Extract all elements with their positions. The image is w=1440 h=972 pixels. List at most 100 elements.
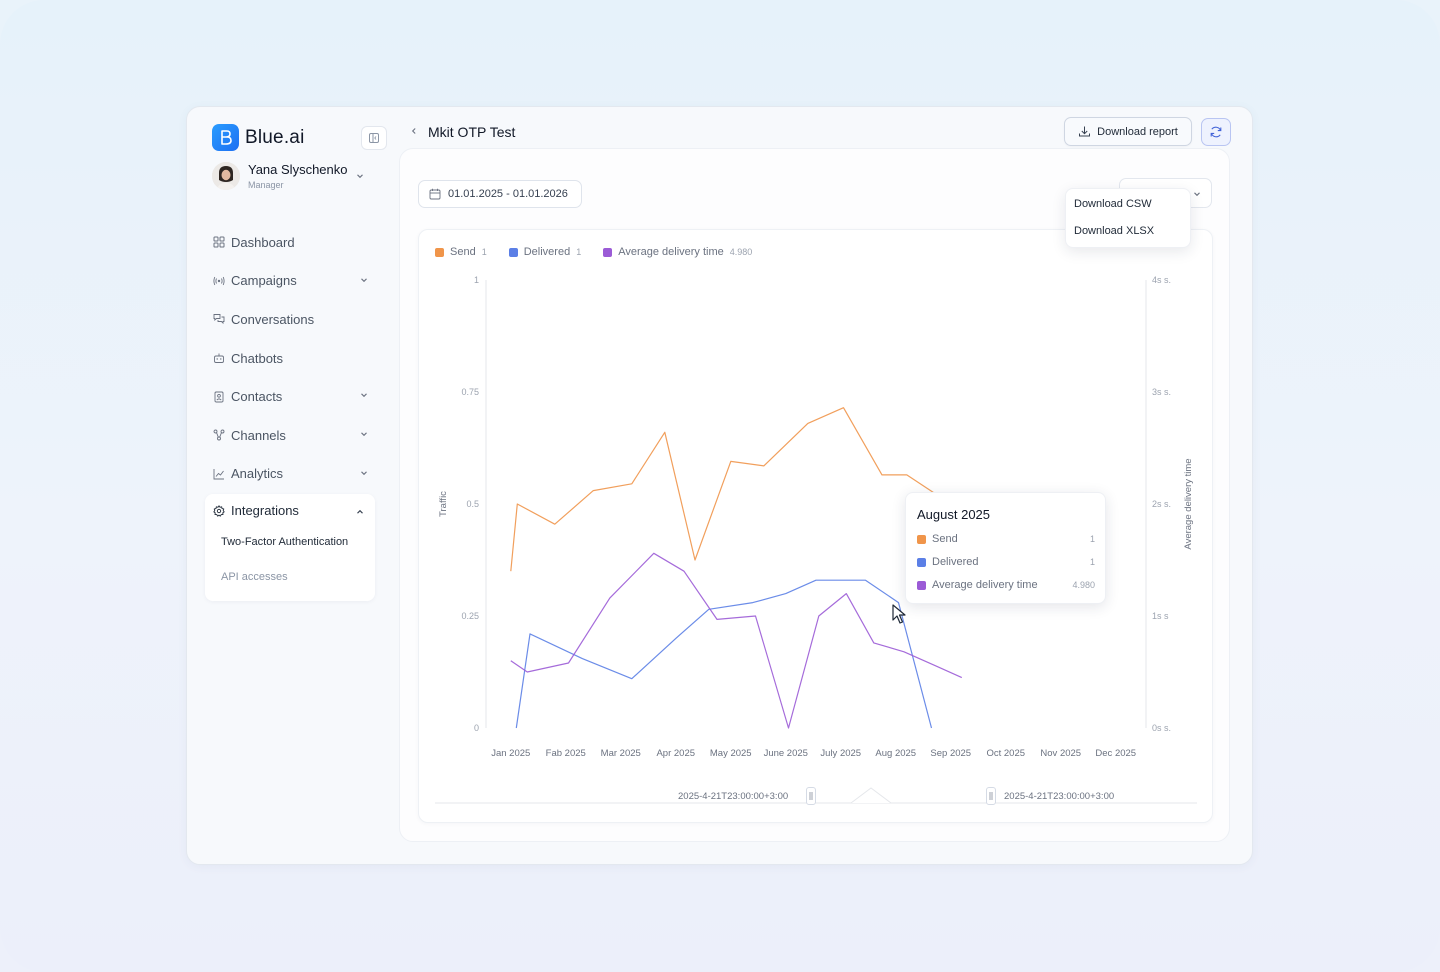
x-tick-label: Jan 2025 [491,748,530,759]
tooltip-label: Delivered [932,556,979,568]
x-tick-label: Fab 2025 [546,748,586,759]
legend-label: Average delivery time [618,246,724,258]
sidebar-item-label: Dashboard [231,234,295,250]
sidebar-item-channels[interactable]: Channels [205,416,377,455]
user-name: Yana Slyschenko [248,162,348,177]
y2-tick-label: 4s s. [1152,275,1171,285]
calendar-icon [429,188,441,200]
contacts-icon [213,391,225,403]
tooltip-swatch [917,534,926,544]
y-tick-label: 0.25 [461,611,479,621]
sidebar-item-chatbots[interactable]: Chatbots [205,339,377,378]
legend-item-average-delivery-time[interactable]: Average delivery time 4.980 [603,246,752,258]
legend-value: 4.980 [729,247,753,257]
download-report-button[interactable]: Download report [1064,117,1192,146]
avatar [212,162,240,190]
tooltip-value: 1 [1089,534,1095,544]
app-logo[interactable]: Blue.ai [212,124,305,151]
channels-icon [213,429,225,441]
x-tick-label: Aug 2025 [875,748,916,759]
range-end-handle[interactable] [986,787,996,805]
bot-icon [213,352,225,364]
sidebar-item-conversations[interactable]: Conversations [205,300,377,339]
x-tick-label: Sep 2025 [930,748,971,759]
line-chart[interactable]: 0 0.25 0.5 0.75 1 0s s. 1s s 2s s. 3s s. 4s s. Jan… [419,230,1214,824]
sidebar-toggle-icon [369,133,379,143]
chevron-down-icon[interactable] [355,171,365,181]
legend-label: Delivered [523,246,571,258]
legend-swatch [603,247,613,257]
sidebar-item-label: Channels [231,427,286,443]
refresh-button[interactable] [1201,118,1231,146]
x-tick-label: Nov 2025 [1040,748,1081,759]
mouse-cursor-icon [892,604,906,624]
sidebar-item-dashboard[interactable]: Dashboard [205,223,377,262]
y-tick-label: 1 [474,275,479,285]
chevron-down-icon [361,470,367,475]
legend-item-delivered[interactable]: Delivered 1 [508,246,582,258]
y-tick-label: 0.75 [461,387,479,397]
sidebar-item-label: Campaigns [231,273,297,289]
sidebar-item-label: Contacts [231,389,283,405]
chart-card: Send 1 Delivered 1 Average delivery time… [418,229,1213,823]
x-tick-label: June 2025 [764,748,808,759]
chevron-up-icon[interactable] [355,507,365,517]
x-tick-label: Apr 2025 [656,748,695,759]
main-area: Mkit OTP Test 01.01.2025 - 01.01.2026 Se… [399,106,1231,843]
legend-value: 1 [576,247,582,257]
tooltip-swatch [917,557,926,567]
chat-icon [213,313,225,325]
range-start-handle[interactable] [806,787,816,805]
user-profile[interactable]: Yana Slyschenko Manager [212,162,372,190]
download-xlsx-option[interactable]: Download XLSX [1074,225,1155,237]
download-csw-option[interactable]: Download CSW [1074,198,1152,210]
x-tick-label: Mar 2025 [601,748,641,759]
sidebar-item-integrations[interactable]: Integrations [213,503,299,518]
sidebar-item-contacts[interactable]: Contacts [205,377,377,416]
y-axis-title: Traffic [438,491,449,517]
range-slider-pointer [850,787,892,804]
logo-mark-icon [212,124,239,151]
series-line-delivered [515,579,933,729]
chevron-down-icon [1194,192,1200,197]
sidebar-subitem-two-factor[interactable]: Two-Factor Authentication [221,536,349,548]
sidebar-nav: Dashboard Campaigns Conversations Chatbo… [205,223,377,493]
refresh-icon [1210,126,1222,138]
tooltip-row-average-delivery-time: Average delivery time 4.980 [917,579,1095,591]
range-start-label: 2025-4-21T23:00:00+3:00 [678,791,789,802]
sidebar-item-label: Integrations [231,503,299,518]
chevron-left-icon[interactable] [409,126,419,136]
content-card: 01.01.2025 - 01.01.2026 Send 1 Delivered… [399,148,1230,842]
app-window: Blue.ai Yana Slyschenko Manager Dashboar… [186,106,1253,865]
y2-tick-label: 2s s. [1152,499,1171,509]
broadcast-icon [213,275,225,287]
date-range-picker[interactable]: 01.01.2025 - 01.01.2026 [418,180,582,208]
sidebar-item-campaigns[interactable]: Campaigns [205,262,377,301]
legend-item-send[interactable]: Send 1 [435,246,487,258]
download-dropdown: Download CSW Download XLSX [1065,188,1191,248]
x-tick-label: Dec 2025 [1095,748,1136,759]
legend-value: 1 [481,247,487,257]
tooltip-value: 1 [1089,557,1095,567]
sidebar-item-label: Chatbots [231,350,284,366]
y2-tick-label: 3s s. [1152,387,1171,397]
collapse-sidebar-button[interactable] [361,126,387,150]
y-tick-label: 0.5 [466,499,479,509]
tooltip-value: 4.980 [1072,580,1095,590]
legend-swatch [508,247,518,257]
date-range-value: 01.01.2025 - 01.01.2026 [448,188,568,200]
dashboard-icon [213,236,225,248]
tooltip-row-send: Send 1 [917,533,1095,545]
series-line-average-delivery-time [510,552,963,729]
x-tick-label: Oct 2025 [986,748,1025,759]
download-report-label: Download report [1097,125,1178,138]
sidebar-subitem-api-accesses[interactable]: API accesses [221,571,288,583]
legend-label: Send [450,246,476,258]
y-tick-label: 0 [474,723,479,733]
x-tick-label: July 2025 [820,748,861,759]
chevron-down-icon [361,278,367,282]
sidebar-item-label: Analytics [231,466,284,482]
sidebar-item-analytics[interactable]: Analytics [205,455,377,494]
tooltip-title: August 2025 [917,507,991,522]
download-icon [1078,125,1091,138]
